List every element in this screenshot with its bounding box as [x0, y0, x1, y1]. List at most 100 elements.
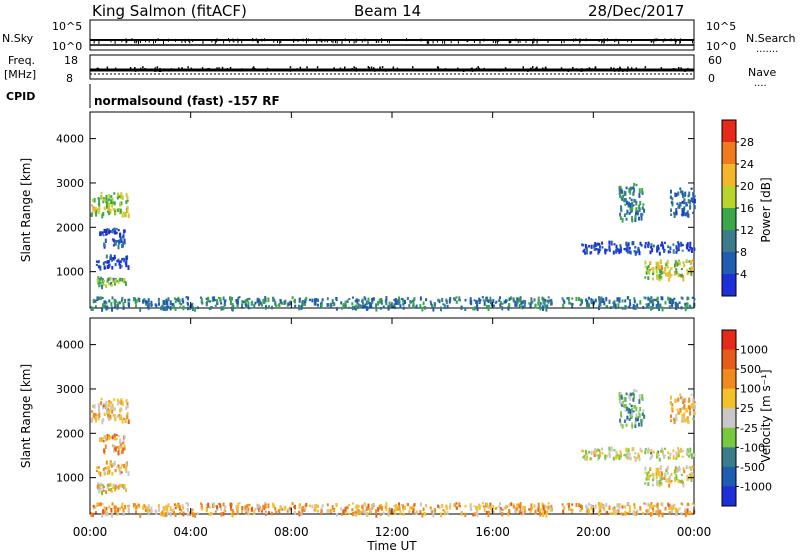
velocity-cell — [638, 457, 641, 462]
freq-mark — [471, 69, 474, 72]
velocity-cell — [682, 483, 685, 488]
power-cell — [162, 300, 165, 305]
power-cell — [634, 246, 637, 249]
power-cell — [586, 249, 588, 255]
power-cell — [562, 303, 565, 308]
velocity-cell — [119, 443, 122, 447]
power-cell — [248, 297, 251, 300]
power-cell — [362, 304, 365, 308]
power-cell — [682, 261, 685, 264]
power-cell — [101, 278, 104, 281]
velocity-cell — [105, 406, 108, 411]
velocity-cell — [666, 465, 669, 471]
velocity-cell — [623, 396, 626, 402]
velocity-cell — [626, 415, 629, 420]
velocity-cell — [110, 461, 112, 465]
velocity-cell — [586, 507, 589, 513]
power-cell — [353, 306, 356, 310]
freq-mark — [197, 69, 200, 72]
power-cell — [103, 206, 106, 210]
power-cell — [154, 303, 157, 307]
velocity-cell — [606, 510, 609, 514]
velocity-cell — [126, 402, 129, 406]
power-cell — [685, 211, 688, 215]
velocity-cell — [362, 508, 365, 511]
power-cell — [610, 240, 613, 246]
power-cell — [584, 243, 587, 249]
power-cell — [109, 208, 112, 213]
power-cell — [111, 296, 114, 300]
noise-mark — [532, 40, 534, 44]
power-cell — [682, 209, 685, 212]
noise-mark — [479, 40, 481, 44]
velocity-cell — [646, 472, 649, 476]
freq-mark — [351, 68, 353, 70]
freq-mark — [660, 67, 663, 70]
velocity-cell — [111, 435, 114, 440]
velocity-cell — [544, 504, 547, 508]
power-cell — [99, 195, 102, 199]
power-cell — [640, 215, 643, 221]
power-cell — [107, 277, 110, 281]
velocity-cell — [683, 412, 686, 417]
velocity-cell — [232, 510, 235, 516]
freq-mark — [591, 68, 593, 71]
freq-label: Freq. — [8, 54, 35, 67]
power-cell — [495, 300, 498, 303]
velocity-cell — [582, 450, 585, 453]
power-cell — [431, 304, 433, 308]
power-cell — [96, 208, 99, 211]
velocity-colorbar-tick: -500 — [740, 461, 765, 474]
velocity-cell — [689, 447, 692, 453]
power-cell — [114, 299, 117, 304]
velocity-colorbar-tick: 100 — [740, 383, 761, 396]
power-cell — [680, 306, 683, 310]
power-cell — [125, 255, 128, 260]
power-cell — [91, 198, 94, 202]
velocity-cell — [167, 511, 170, 515]
power-cell — [571, 297, 574, 300]
power-cell — [157, 297, 160, 302]
power-cell — [171, 303, 174, 307]
freq-mark — [545, 68, 547, 70]
velocity-cell — [650, 505, 653, 510]
noise-mark — [223, 40, 225, 44]
noise-mark — [136, 39, 138, 43]
velocity-cell — [113, 460, 116, 465]
velocity-cell — [595, 449, 598, 453]
power-cell — [635, 200, 638, 206]
velocity-cell — [144, 508, 147, 512]
velocity-cell — [112, 485, 115, 489]
velocity-cell — [671, 509, 674, 513]
power-cell — [623, 190, 626, 196]
power-cell — [673, 266, 676, 269]
power-cell — [146, 300, 149, 305]
noise-mark — [277, 40, 278, 43]
power-cell — [378, 298, 381, 304]
power-cell — [658, 251, 661, 256]
power-cell — [110, 255, 112, 259]
freq-mark — [536, 66, 538, 69]
velocity-cell — [486, 505, 489, 508]
velocity-cell — [121, 502, 124, 508]
velocity-cell — [111, 403, 114, 409]
noise-mark — [319, 38, 321, 42]
power-cell — [119, 208, 122, 214]
velocity-cell — [495, 506, 498, 509]
power-cell — [267, 297, 270, 303]
velocity-cell — [286, 509, 289, 513]
freq-mark — [396, 67, 399, 70]
power-cell — [415, 306, 418, 309]
power-cell — [186, 301, 189, 305]
velocity-cell — [627, 407, 630, 413]
power-cell — [507, 306, 510, 311]
power-cell — [547, 296, 550, 299]
power-cell — [186, 306, 189, 311]
freq-tick-top: 18 — [64, 54, 78, 67]
velocity-cell — [419, 510, 422, 514]
power-cell — [674, 192, 677, 198]
velocity-cell — [588, 509, 590, 514]
velocity-cell — [320, 511, 323, 515]
velocity-ytick-label: 1000 — [56, 472, 84, 485]
velocity-cell — [610, 446, 613, 452]
